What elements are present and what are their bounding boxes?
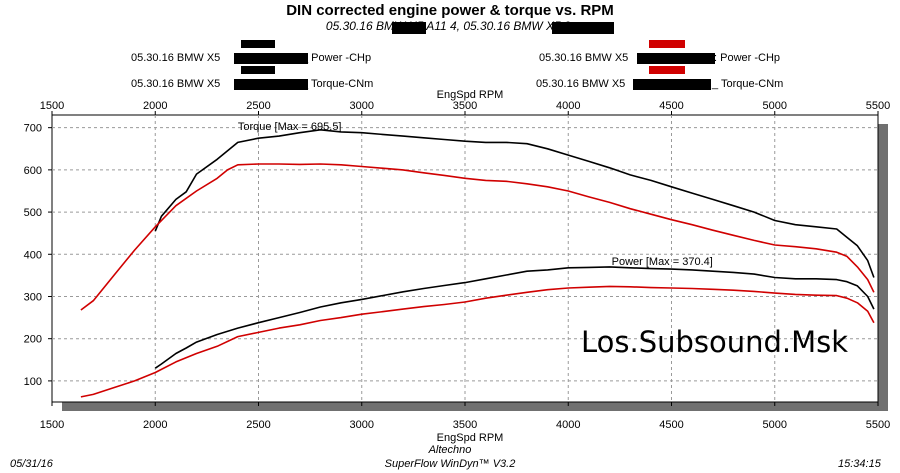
footer-software: SuperFlow WinDyn™ V3.2 bbox=[384, 458, 516, 470]
series-layer bbox=[80, 129, 875, 398]
legend-left-torque-suffix: _ Torque-CNm bbox=[302, 78, 374, 90]
legend-right-power-redaction bbox=[637, 53, 715, 64]
x-tick-label-bottom-3500: 3500 bbox=[453, 419, 477, 431]
y-tick-label-700: 700 bbox=[24, 123, 42, 135]
series-line-4 bbox=[80, 285, 875, 398]
x-axis-label-bottom: EngSpd RPM bbox=[437, 432, 504, 444]
y-tick-label-500: 500 bbox=[24, 207, 42, 219]
legend-right-torque-suffix: _ Torque-CNm bbox=[712, 78, 784, 90]
subtitle-redaction-1 bbox=[392, 22, 426, 34]
footer-company: Altechno bbox=[428, 444, 472, 456]
chart-subtitle: 05.30.16 BMW X5 A11 4, 05.30.16 BMW X5 2… bbox=[325, 19, 575, 33]
legend-left-marker-power bbox=[241, 40, 275, 48]
legend-left-torque-label: 05.30.16 BMW X5 bbox=[131, 78, 221, 90]
legend-left-power-label: 05.30.16 BMW X5 bbox=[131, 52, 221, 64]
y-tick-label-100: 100 bbox=[24, 376, 42, 388]
annotation-2: Power [Max = 370.4] bbox=[612, 256, 713, 268]
x-tick-label-bottom-4000: 4000 bbox=[556, 419, 580, 431]
x-tick-label-bottom-2500: 2500 bbox=[246, 419, 270, 431]
footer-time: 15:34:15 bbox=[838, 458, 881, 470]
x-tick-label-bottom-5000: 5000 bbox=[763, 419, 787, 431]
legend-left-power-redaction bbox=[234, 53, 308, 64]
legend-right-marker-torque bbox=[649, 66, 685, 74]
y-tick-label-600: 600 bbox=[24, 165, 42, 177]
y-tick-label-200: 200 bbox=[24, 334, 42, 346]
x-tick-label-bottom-4500: 4500 bbox=[659, 419, 683, 431]
annotations: Torque [Max = 695.5] Power [Max = 370.4] bbox=[238, 121, 713, 268]
legend-right-power-suffix: : Power -CHp bbox=[714, 52, 781, 64]
chart-title: DIN corrected engine power & torque vs. … bbox=[286, 2, 614, 19]
series-line-2 bbox=[80, 163, 875, 311]
x-tick-label-top-3000: 3000 bbox=[350, 100, 374, 112]
x-tick-label-top-1500: 1500 bbox=[40, 100, 64, 112]
legend-right-marker-power bbox=[649, 40, 685, 48]
y-tick-label-400: 400 bbox=[24, 249, 42, 261]
x-tick-label-bottom-3000: 3000 bbox=[350, 419, 374, 431]
x-tick-label-bottom-1500: 1500 bbox=[40, 419, 64, 431]
legend-left-marker-torque bbox=[241, 66, 275, 74]
y-tick-label-300: 300 bbox=[24, 291, 42, 303]
x-tick-label-top-5500: 5500 bbox=[866, 100, 890, 112]
x-tick-label-top-5000: 5000 bbox=[763, 100, 787, 112]
x-tick-label-top-2000: 2000 bbox=[143, 100, 167, 112]
legend-right-torque-redaction bbox=[633, 79, 711, 90]
footer-date: 05/31/16 bbox=[10, 458, 53, 470]
x-axis-label-top: EngSpd RPM bbox=[437, 89, 504, 101]
axes: 1500 1500 2000 2000 2500 2500 3000 3000 3500 3500… bbox=[24, 89, 891, 444]
x-tick-label-top-4500: 4500 bbox=[659, 100, 683, 112]
subtitle-redaction-2 bbox=[552, 22, 614, 34]
watermark-text: Los.Subsound.Msk bbox=[581, 325, 849, 359]
legend-right-power-label: 05.30.16 BMW X5 bbox=[539, 52, 629, 64]
x-tick-label-top-3500: 3500 bbox=[453, 100, 477, 112]
legend-right-torque-label: 05.30.16 BMW X5 bbox=[536, 78, 626, 90]
x-tick-label-top-2500: 2500 bbox=[246, 100, 270, 112]
plot-area bbox=[51, 114, 879, 403]
series-line-3 bbox=[154, 266, 875, 369]
series-line-1 bbox=[154, 129, 875, 278]
legend-left-torque-redaction bbox=[234, 79, 308, 90]
x-tick-label-bottom-5500: 5500 bbox=[866, 419, 890, 431]
x-tick-label-bottom-2000: 2000 bbox=[143, 419, 167, 431]
x-tick-label-top-4000: 4000 bbox=[556, 100, 580, 112]
annotation-1: Torque [Max = 695.5] bbox=[238, 121, 342, 133]
legend-left-power-suffix: _ Power -CHp bbox=[302, 52, 372, 64]
